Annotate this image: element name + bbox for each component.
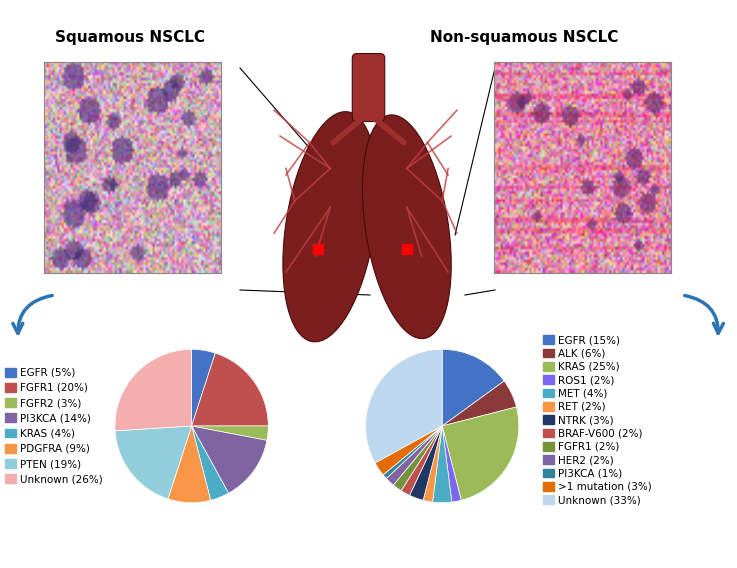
- Wedge shape: [433, 426, 452, 503]
- Wedge shape: [386, 426, 442, 485]
- Wedge shape: [410, 426, 442, 500]
- Ellipse shape: [363, 115, 451, 339]
- Wedge shape: [375, 426, 442, 475]
- Legend: EGFR (15%), ALK (6%), KRAS (25%), ROS1 (2%), MET (4%), RET (2%), NTRK (3%), BRAF: EGFR (15%), ALK (6%), KRAS (25%), ROS1 (…: [543, 335, 652, 506]
- Text: Squamous NSCLC: Squamous NSCLC: [55, 30, 205, 45]
- Wedge shape: [383, 426, 442, 478]
- Wedge shape: [401, 426, 442, 495]
- Wedge shape: [115, 426, 192, 499]
- Legend: EGFR (5%), FGFR1 (20%), FGFR2 (3%), PI3KCA (14%), KRAS (4%), PDGFRA (9%), PTEN (: EGFR (5%), FGFR1 (20%), FGFR2 (3%), PI3K…: [5, 367, 102, 485]
- Wedge shape: [394, 426, 442, 491]
- Wedge shape: [442, 381, 517, 426]
- Text: Non-squamous NSCLC: Non-squamous NSCLC: [430, 30, 618, 45]
- Wedge shape: [192, 349, 215, 426]
- Wedge shape: [442, 426, 461, 502]
- Wedge shape: [442, 349, 504, 426]
- Wedge shape: [192, 426, 267, 493]
- Wedge shape: [192, 353, 268, 426]
- Wedge shape: [442, 407, 519, 500]
- Wedge shape: [366, 349, 442, 463]
- Wedge shape: [115, 349, 192, 431]
- FancyBboxPatch shape: [352, 53, 385, 122]
- Wedge shape: [423, 426, 442, 502]
- Wedge shape: [192, 426, 268, 440]
- Wedge shape: [168, 426, 211, 503]
- Wedge shape: [192, 426, 228, 500]
- Ellipse shape: [283, 112, 377, 342]
